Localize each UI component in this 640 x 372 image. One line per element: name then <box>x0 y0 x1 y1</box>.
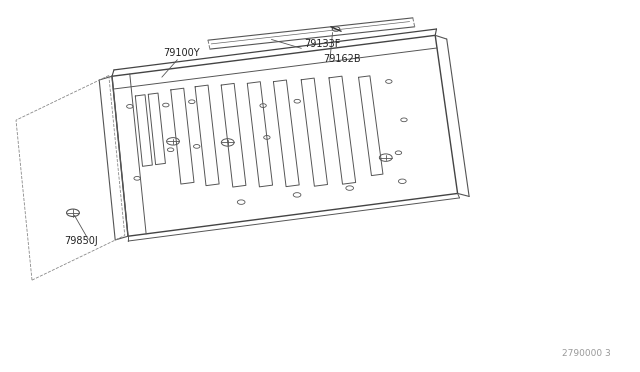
Text: 79133F: 79133F <box>304 39 340 49</box>
Text: 79162B: 79162B <box>323 54 361 64</box>
Text: 79100Y: 79100Y <box>163 48 200 58</box>
Text: 2790000 3: 2790000 3 <box>563 349 611 358</box>
Text: 79850J: 79850J <box>64 235 98 246</box>
